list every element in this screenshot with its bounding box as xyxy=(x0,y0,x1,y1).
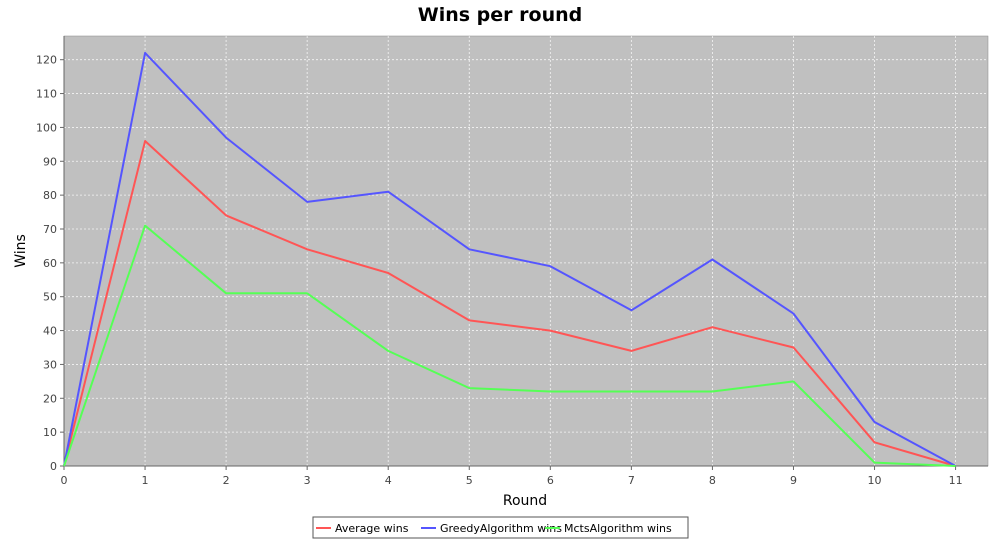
y-tick-label: 30 xyxy=(43,358,57,371)
x-tick-label: 0 xyxy=(61,474,68,487)
x-tick-label: 6 xyxy=(547,474,554,487)
y-axis-ticks: 0 10 20 30 40 50 60 70 80 90 100 110 120 xyxy=(36,54,64,473)
axes xyxy=(63,36,988,467)
x-tick-label: 1 xyxy=(142,474,149,487)
y-tick-label: 120 xyxy=(36,54,57,67)
series-line-3 xyxy=(63,224,956,467)
y-tick-label: 10 xyxy=(43,426,57,439)
x-tick-label: 2 xyxy=(223,474,230,487)
y-tick-label: 70 xyxy=(43,223,57,236)
y-tick-label: 60 xyxy=(43,257,57,270)
x-tick-label: 3 xyxy=(304,474,311,487)
y-tick-label: 0 xyxy=(50,460,57,473)
series-lines xyxy=(63,51,957,467)
x-tick-label: 4 xyxy=(385,474,392,487)
series-line-1 xyxy=(63,140,956,467)
legend-entry-label: Average wins xyxy=(335,522,409,535)
grid-lines xyxy=(64,36,988,466)
y-axis-label: Wins xyxy=(13,234,29,268)
series-line-2 xyxy=(63,51,957,467)
y-tick-label: 100 xyxy=(36,121,57,134)
legend-entry-label: GreedyAlgorithm wins xyxy=(440,522,562,535)
x-tick-label: 10 xyxy=(868,474,882,487)
x-axis-label: Round xyxy=(503,493,547,509)
y-tick-label: 20 xyxy=(43,392,57,405)
x-tick-label: 8 xyxy=(709,474,716,487)
y-tick-label: 50 xyxy=(43,291,57,304)
x-axis-ticks: 0 1 2 3 4 5 6 7 8 9 10 11 xyxy=(61,466,963,487)
y-tick-label: 90 xyxy=(43,155,57,168)
chart-title: Wins per round xyxy=(418,4,582,26)
plot-area xyxy=(63,35,989,467)
y-tick-label: 40 xyxy=(43,325,57,338)
legend-box xyxy=(312,516,689,539)
legend: Average wins GreedyAlgorithm wins MctsAlgo… xyxy=(312,516,689,539)
x-tick-label: 7 xyxy=(628,474,635,487)
x-tick-label: 9 xyxy=(790,474,797,487)
x-tick-label: 11 xyxy=(949,474,963,487)
y-tick-label: 80 xyxy=(43,189,57,202)
y-tick-label: 110 xyxy=(36,88,57,101)
x-tick-label: 5 xyxy=(466,474,473,487)
legend-entry-label: MctsAlgorithm wins xyxy=(564,522,672,535)
